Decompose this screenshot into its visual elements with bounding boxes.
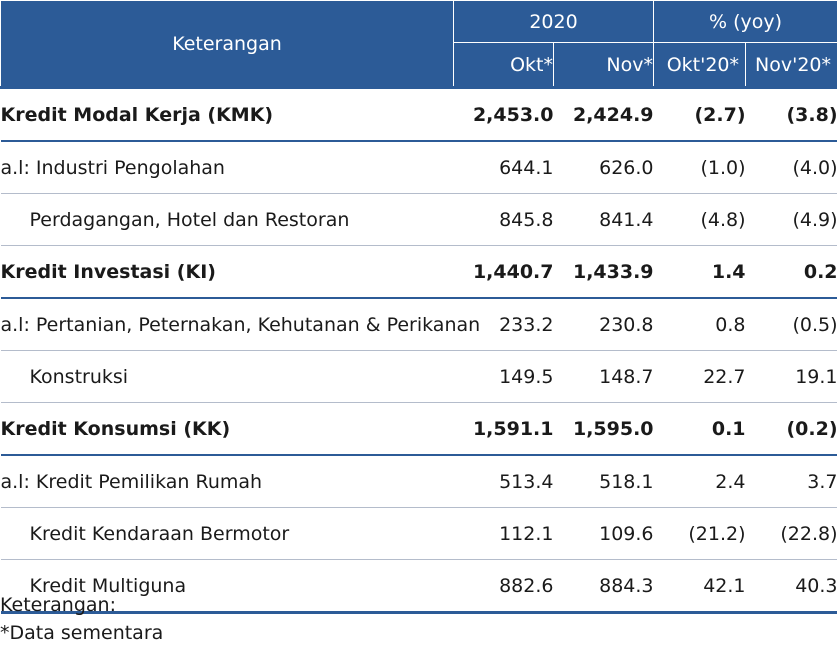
cell-yoy-nov: (0.5) — [745, 298, 837, 351]
cell-yoy-okt: 0.8 — [653, 298, 746, 351]
cell-nov: 518.1 — [553, 455, 654, 508]
column-header-nov20: Nov'20* — [745, 42, 837, 88]
table-row-kk: Kredit Konsumsi (KK) 1,591.1 1,595.0 0.1… — [0, 402, 837, 456]
column-header-okt20: Okt'20* — [653, 42, 747, 88]
cell-nov: 1,433.9 — [553, 245, 654, 299]
cell-okt: 1,440.7 — [453, 245, 554, 299]
cell-yoy-okt: (2.7) — [653, 86, 746, 142]
cell-yoy-okt: 42.1 — [653, 559, 746, 614]
cell-yoy-nov: 3.7 — [745, 455, 837, 508]
column-header-keterangan: Keterangan — [0, 0, 454, 88]
cell-yoy-okt: 22.7 — [653, 350, 746, 403]
row-label: Kredit Kendaraan Bermotor — [0, 507, 454, 560]
cell-nov: 841.4 — [553, 193, 654, 246]
cell-okt: 112.1 — [453, 507, 554, 560]
cell-okt: 845.8 — [453, 193, 554, 246]
table-row-perdagangan: Perdagangan, Hotel dan Restoran 845.8 84… — [0, 193, 837, 246]
cell-nov: 626.0 — [553, 141, 654, 194]
cell-yoy-nov: (4.9) — [745, 193, 837, 246]
cell-yoy-nov: (22.8) — [745, 507, 837, 560]
column-group-2020: 2020 — [452, 0, 655, 44]
header-row-sub: Okt* Nov* Okt'20* Nov'20* — [1, 42, 837, 88]
footnote-title: Keterangan: — [0, 594, 116, 616]
cell-yoy-okt: (21.2) — [653, 507, 746, 560]
cell-okt: 644.1 — [453, 141, 554, 194]
cell-yoy-okt: (4.8) — [653, 193, 746, 246]
row-label: Kredit Modal Kerja (KMK) — [0, 86, 454, 142]
row-label: Kredit Investasi (KI) — [0, 245, 454, 299]
row-label: a.l: Kredit Pemilikan Rumah — [0, 455, 454, 508]
table-row-kmk: Kredit Modal Kerja (KMK) 2,453.0 2,424.9… — [0, 86, 837, 142]
cell-nov: 230.8 — [553, 298, 654, 351]
row-label: Kredit Konsumsi (KK) — [0, 402, 454, 456]
row-label: a.l: Industri Pengolahan — [0, 141, 454, 194]
footnote-note: *Data sementara — [0, 622, 164, 644]
header-row-top: Keterangan 2020 % (yoy) — [0, 0, 837, 88]
cell-okt: 233.2 — [453, 298, 554, 351]
cell-okt: 513.4 — [453, 455, 554, 508]
cell-okt: 1,591.1 — [453, 402, 554, 456]
table-row-multiguna: Kredit Multiguna 882.6 884.3 42.1 40.3 — [0, 559, 837, 614]
cell-yoy-nov: (0.2) — [745, 402, 837, 456]
table-row-pertanian: a.l: Pertanian, Peternakan, Kehutanan & … — [0, 298, 837, 351]
table-row-industri: a.l: Industri Pengolahan 644.1 626.0 (1.… — [0, 141, 837, 194]
table-row-kendaraan: Kredit Kendaraan Bermotor 112.1 109.6 (2… — [0, 507, 837, 560]
column-header-okt: Okt* — [453, 42, 554, 88]
cell-yoy-okt: 2.4 — [653, 455, 746, 508]
cell-okt: 149.5 — [453, 350, 554, 403]
cell-okt: 2,453.0 — [453, 86, 554, 142]
row-label: a.l: Pertanian, Peternakan, Kehutanan & … — [0, 298, 480, 351]
credit-table: Keterangan 2020 % (yoy) Okt* Nov* Okt'20… — [0, 0, 837, 614]
row-label: Konstruksi — [0, 350, 454, 403]
cell-nov: 884.3 — [553, 559, 654, 614]
column-header-nov: Nov* — [552, 42, 655, 88]
cell-yoy-nov: 19.1 — [745, 350, 837, 403]
table-row-ki: Kredit Investasi (KI) 1,440.7 1,433.9 1.… — [0, 245, 837, 299]
cell-yoy-nov: 0.2 — [745, 245, 837, 299]
table-row-kpr: a.l: Kredit Pemilikan Rumah 513.4 518.1 … — [0, 455, 837, 508]
cell-okt: 882.6 — [453, 559, 554, 614]
cell-yoy-okt: 1.4 — [653, 245, 746, 299]
cell-nov: 109.6 — [553, 507, 654, 560]
cell-nov: 148.7 — [553, 350, 654, 403]
cell-nov: 2,424.9 — [553, 86, 654, 142]
row-label: Perdagangan, Hotel dan Restoran — [0, 193, 454, 246]
cell-yoy-nov: (4.0) — [745, 141, 837, 194]
column-group-yoy: % (yoy) — [653, 0, 837, 44]
cell-nov: 1,595.0 — [553, 402, 654, 456]
cell-yoy-okt: 0.1 — [653, 402, 746, 456]
cell-yoy-nov: (3.8) — [745, 86, 837, 142]
table-row-konstruksi: Konstruksi 149.5 148.7 22.7 19.1 — [0, 350, 837, 403]
row-label: Kredit Multiguna — [0, 559, 454, 614]
cell-yoy-nov: 40.3 — [745, 559, 837, 614]
cell-yoy-okt: (1.0) — [653, 141, 746, 194]
